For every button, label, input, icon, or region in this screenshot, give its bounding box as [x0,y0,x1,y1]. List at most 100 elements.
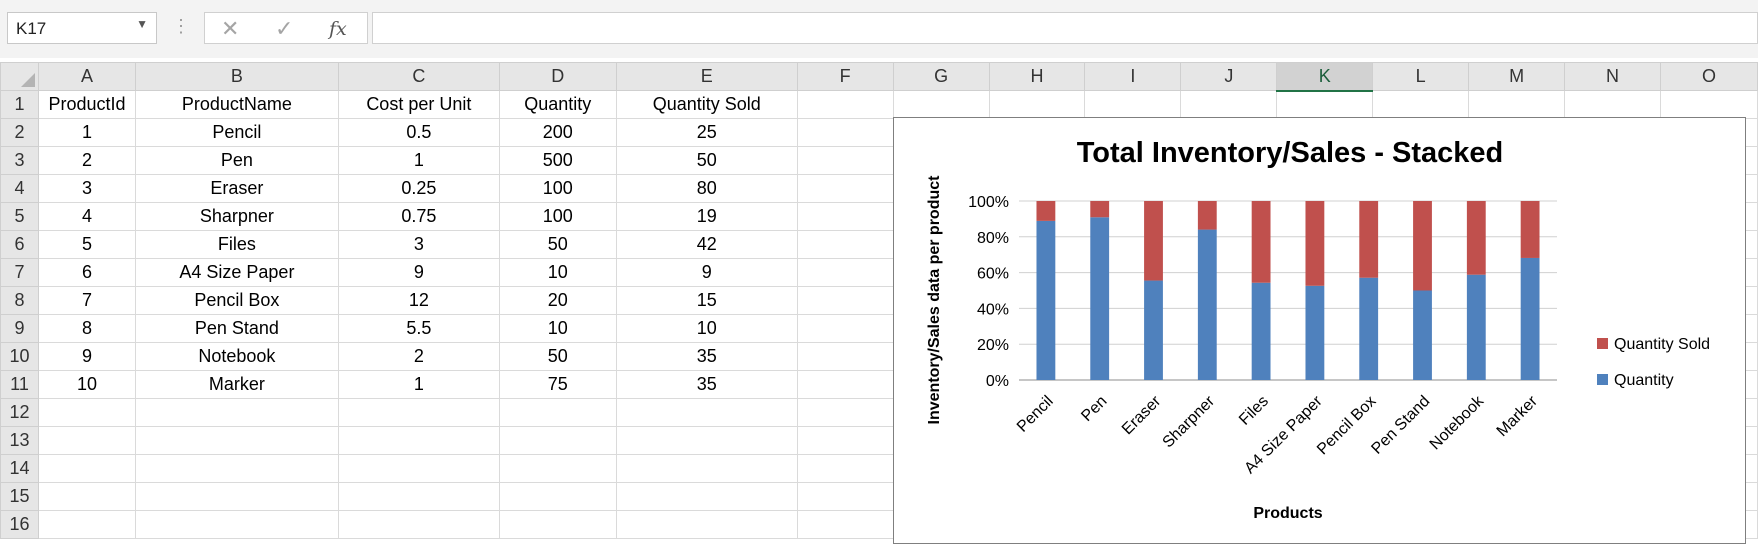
row-header[interactable]: 5 [1,203,39,231]
cell-b7[interactable]: A4 Size Paper [135,259,338,287]
cell-f8[interactable] [797,287,893,315]
cell-b9[interactable]: Pen Stand [135,315,338,343]
row-header[interactable]: 2 [1,119,39,147]
cell-b4[interactable]: Eraser [135,175,338,203]
cell-b10[interactable]: Notebook [135,343,338,371]
cell-e10[interactable]: 35 [616,343,797,371]
row-header[interactable]: 13 [1,427,39,455]
cell-d10[interactable]: 50 [499,343,616,371]
cell-a2[interactable]: 1 [38,119,135,147]
cell-c6[interactable]: 3 [338,231,499,259]
cell-e5[interactable]: 19 [616,203,797,231]
cell-a1[interactable]: ProductId [38,91,135,119]
column-header-a[interactable]: A [38,63,135,91]
cell-f11[interactable] [797,371,893,399]
cell-c15[interactable] [338,483,499,511]
cell-e14[interactable] [616,455,797,483]
cell-e12[interactable] [616,399,797,427]
cell-c13[interactable] [338,427,499,455]
row-header[interactable]: 8 [1,287,39,315]
cell-c12[interactable] [338,399,499,427]
cell-f5[interactable] [797,203,893,231]
cell-d11[interactable]: 75 [499,371,616,399]
cell-c14[interactable] [338,455,499,483]
cell-k1[interactable] [1277,91,1373,119]
column-header-c[interactable]: C [338,63,499,91]
column-header-i[interactable]: I [1085,63,1181,91]
cell-a7[interactable]: 6 [38,259,135,287]
cell-a11[interactable]: 10 [38,371,135,399]
cell-d1[interactable]: Quantity [499,91,616,119]
cell-b12[interactable] [135,399,338,427]
cell-f4[interactable] [797,175,893,203]
cell-b15[interactable] [135,483,338,511]
column-header-m[interactable]: M [1469,63,1565,91]
cell-f1[interactable] [797,91,893,119]
column-header-k[interactable]: K [1277,63,1373,91]
cell-d16[interactable] [499,511,616,539]
cell-e8[interactable]: 15 [616,287,797,315]
cell-d15[interactable] [499,483,616,511]
cancel-icon[interactable]: ✕ [221,16,239,42]
cell-c2[interactable]: 0.5 [338,119,499,147]
cell-i1[interactable] [1085,91,1181,119]
row-header[interactable]: 16 [1,511,39,539]
cell-c9[interactable]: 5.5 [338,315,499,343]
cell-g1[interactable] [893,91,989,119]
cell-e1[interactable]: Quantity Sold [616,91,797,119]
enter-icon[interactable]: ✓ [275,16,293,42]
name-box[interactable]: K17 ▼ [7,12,157,44]
cell-f3[interactable] [797,147,893,175]
column-header-d[interactable]: D [499,63,616,91]
cell-n1[interactable] [1565,91,1661,119]
cell-d6[interactable]: 50 [499,231,616,259]
cell-f7[interactable] [797,259,893,287]
cell-f6[interactable] [797,231,893,259]
column-header-j[interactable]: J [1181,63,1277,91]
cell-d14[interactable] [499,455,616,483]
cell-a12[interactable] [38,399,135,427]
cell-e3[interactable]: 50 [616,147,797,175]
cell-d2[interactable]: 200 [499,119,616,147]
cell-b3[interactable]: Pen [135,147,338,175]
cell-a13[interactable] [38,427,135,455]
row-header[interactable]: 11 [1,371,39,399]
cell-a10[interactable]: 9 [38,343,135,371]
column-header-n[interactable]: N [1565,63,1661,91]
cell-e11[interactable]: 35 [616,371,797,399]
cell-a6[interactable]: 5 [38,231,135,259]
cell-a5[interactable]: 4 [38,203,135,231]
cell-e7[interactable]: 9 [616,259,797,287]
column-header-e[interactable]: E [616,63,797,91]
cell-b2[interactable]: Pencil [135,119,338,147]
cell-a9[interactable]: 8 [38,315,135,343]
column-header-g[interactable]: G [893,63,989,91]
cell-e4[interactable]: 80 [616,175,797,203]
cell-d3[interactable]: 500 [499,147,616,175]
cell-d8[interactable]: 20 [499,287,616,315]
cell-f16[interactable] [797,511,893,539]
row-header[interactable]: 12 [1,399,39,427]
cell-c10[interactable]: 2 [338,343,499,371]
cell-a4[interactable]: 3 [38,175,135,203]
column-header-b[interactable]: B [135,63,338,91]
cell-l1[interactable] [1373,91,1469,119]
cell-e9[interactable]: 10 [616,315,797,343]
cell-d5[interactable]: 100 [499,203,616,231]
column-header-o[interactable]: O [1660,63,1757,91]
cell-c1[interactable]: Cost per Unit [338,91,499,119]
cell-f13[interactable] [797,427,893,455]
insert-function-icon[interactable]: fx [329,18,347,40]
cell-c7[interactable]: 9 [338,259,499,287]
cell-e16[interactable] [616,511,797,539]
stacked-bar-chart[interactable]: Total Inventory/Sales - Stacked 0% 20% 40% 6… [893,117,1746,544]
cell-b1[interactable]: ProductName [135,91,338,119]
cell-a3[interactable]: 2 [38,147,135,175]
cell-f14[interactable] [797,455,893,483]
cell-m1[interactable] [1469,91,1565,119]
cell-h1[interactable] [989,91,1085,119]
cell-d9[interactable]: 10 [499,315,616,343]
cell-f10[interactable] [797,343,893,371]
formula-input[interactable] [372,12,1758,44]
row-header[interactable]: 9 [1,315,39,343]
